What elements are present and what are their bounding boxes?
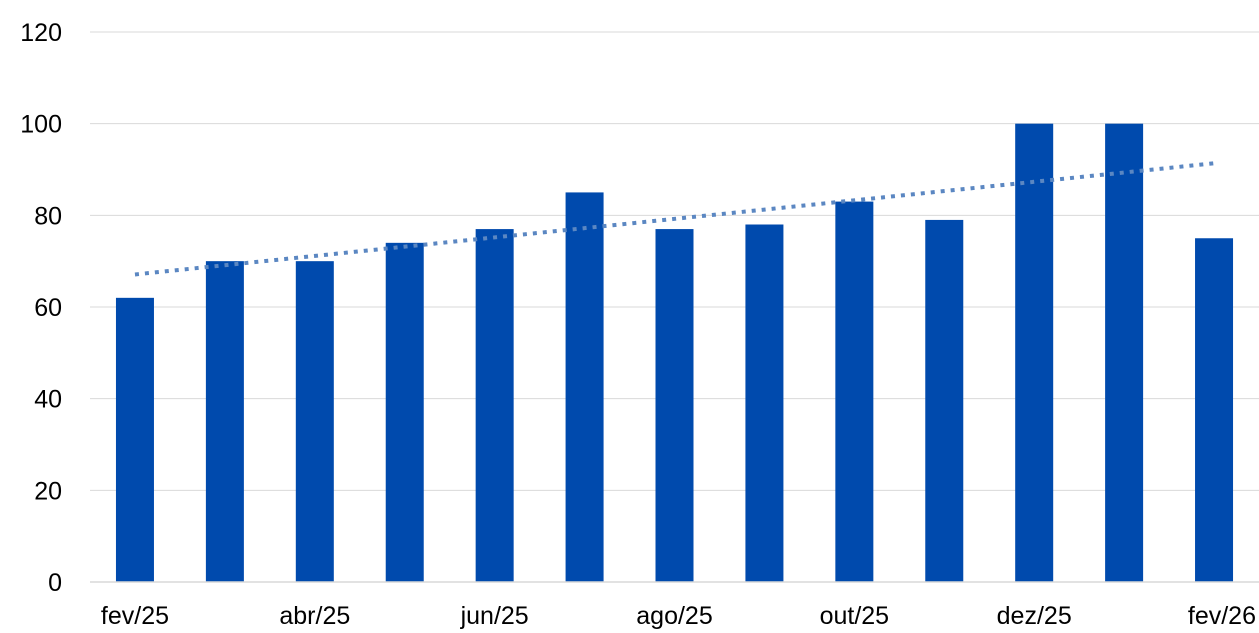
trendline-group [134, 161, 1215, 277]
y-tick-label: 60 [34, 294, 62, 322]
y-tick-label: 100 [20, 111, 62, 139]
x-tick-label: fev/26 [1188, 602, 1256, 630]
y-axis-tick-labels: 0 20 40 60 80 100 120 [20, 19, 62, 597]
y-tick-label: 40 [34, 386, 62, 414]
x-tick-label: ago/25 [636, 602, 712, 630]
bar [115, 297, 154, 582]
bar [925, 219, 964, 582]
bar [295, 261, 334, 582]
bar [835, 201, 874, 583]
trendline [134, 161, 1215, 277]
bar [475, 229, 514, 583]
bar [1015, 123, 1054, 583]
x-tick-label: dez/25 [997, 602, 1072, 630]
x-axis-tick-labels: fev/25 abr/25 jun/25 ago/25 out/25 dez/25 fev/… [101, 602, 1256, 630]
y-tick-label: 0 [48, 569, 62, 597]
y-tick-label: 20 [34, 477, 62, 505]
x-tick-label: jun/25 [460, 602, 529, 630]
bar [745, 224, 784, 582]
bar [385, 242, 424, 583]
y-tick-label: 120 [20, 19, 62, 47]
bar [205, 261, 244, 582]
y-tick-label: 80 [34, 202, 62, 230]
x-tick-label: abr/25 [279, 602, 350, 630]
x-tick-label: out/25 [820, 602, 890, 630]
x-tick-label: fev/25 [101, 602, 169, 630]
bar [565, 192, 604, 582]
bar [1195, 238, 1234, 582]
bars [115, 123, 1234, 583]
bar [1105, 123, 1144, 583]
bar [655, 229, 694, 583]
